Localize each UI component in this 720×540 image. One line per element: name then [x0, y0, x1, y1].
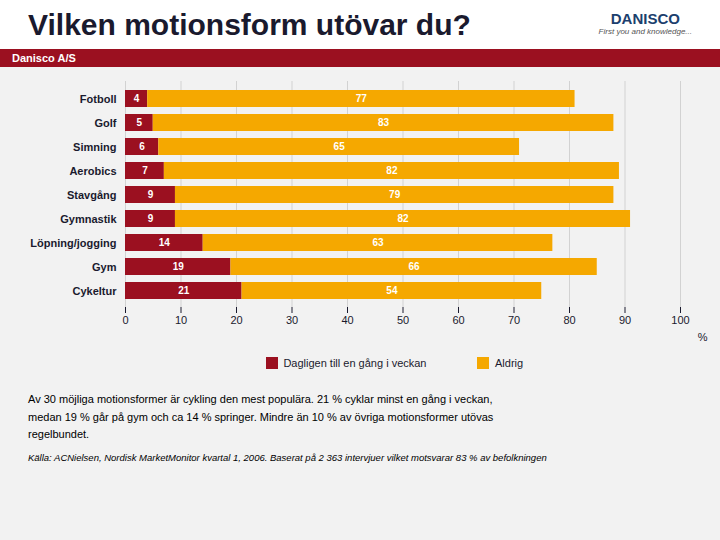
html-text:First you and knowledge...: First you and knowledge... — [598, 27, 692, 36]
svg-text:7: 7 — [142, 165, 148, 176]
svg-text:Gym: Gym — [92, 260, 117, 272]
svg-text:%: % — [698, 330, 708, 342]
html-text:Av 30 möjliga motionsformer är: Av 30 möjliga motionsformer är cykling d… — [28, 393, 494, 441]
svg-text:20: 20 — [230, 314, 242, 326]
svg-text:Löpning/jogging: Löpning/jogging — [30, 236, 116, 248]
svg-text:Simning: Simning — [73, 140, 116, 152]
html-text:DANISCO: DANISCO — [610, 10, 680, 27]
svg-text:19: 19 — [173, 261, 185, 272]
svg-text:63: 63 — [372, 237, 384, 248]
svg-text:6: 6 — [139, 141, 145, 152]
svg-text:100: 100 — [671, 314, 689, 326]
svg-text:Aerobics: Aerobics — [69, 164, 116, 176]
svg-text:90: 90 — [619, 314, 631, 326]
svg-text:4: 4 — [134, 93, 140, 104]
svg-text:54: 54 — [386, 285, 398, 296]
svg-text:79: 79 — [389, 189, 401, 200]
svg-text:70: 70 — [508, 314, 520, 326]
svg-text:Golf: Golf — [95, 116, 117, 128]
svg-text:21: 21 — [178, 285, 190, 296]
svg-text:10: 10 — [175, 314, 187, 326]
svg-text:9: 9 — [148, 213, 154, 224]
svg-text:Gymnastik: Gymnastik — [60, 212, 117, 224]
svg-text:Fotboll: Fotboll — [80, 92, 117, 104]
svg-text:83: 83 — [378, 117, 390, 128]
svg-text:82: 82 — [386, 165, 398, 176]
svg-text:77: 77 — [356, 93, 368, 104]
svg-text:80: 80 — [563, 314, 575, 326]
svg-text:30: 30 — [286, 314, 298, 326]
html-text:Dagligen till en gång i veckan: Dagligen till en gång i veckan — [283, 357, 427, 369]
svg-text:65: 65 — [334, 141, 346, 152]
svg-text:Stavgång: Stavgång — [67, 188, 117, 200]
svg-text:82: 82 — [397, 213, 409, 224]
html-text:Aldrig: Aldrig — [495, 357, 524, 369]
svg-text:0: 0 — [122, 314, 128, 326]
svg-text:5: 5 — [137, 117, 143, 128]
html-text:Källa: ACNielsen, Nordisk Mark: Källa: ACNielsen, Nordisk MarketMonitor … — [28, 451, 547, 463]
html-text:Vilken motionsform utövar du?: Vilken motionsform utövar du? — [28, 8, 471, 41]
svg-text:60: 60 — [452, 314, 464, 326]
svg-text:40: 40 — [341, 314, 353, 326]
svg-text:66: 66 — [409, 261, 421, 272]
html-text:Danisco A/S: Danisco A/S — [12, 51, 76, 64]
svg-text:9: 9 — [148, 189, 154, 200]
svg-text:14: 14 — [159, 237, 171, 248]
svg-text:50: 50 — [397, 314, 409, 326]
svg-text:Cykeltur: Cykeltur — [72, 284, 117, 296]
